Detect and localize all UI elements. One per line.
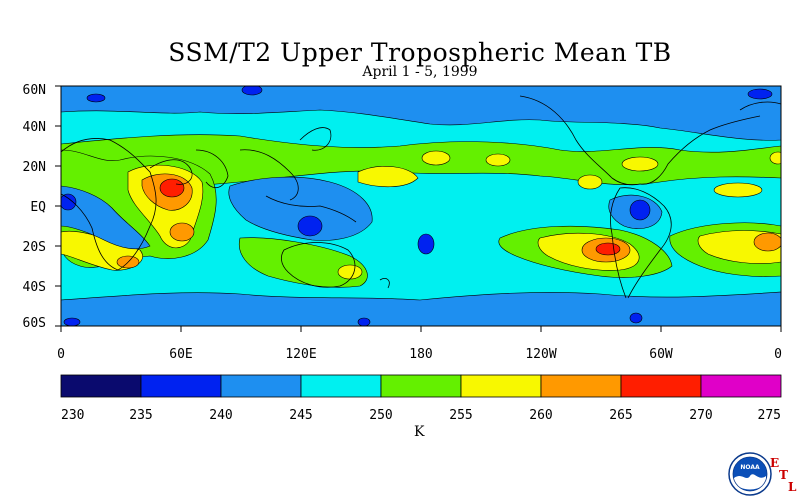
coast-africa [61,138,157,271]
lat-label-20n: 20N [23,160,46,175]
spot-blue-westafrica [61,193,77,211]
colorbar-swatch [620,374,702,398]
colorbar-swatch [380,374,462,398]
colorbar-tick-label: 270 [689,408,712,423]
etl-letter-l: L [788,480,797,494]
colorbar-swatch [140,374,222,398]
coastlines [61,95,781,299]
temperature-field [61,86,781,326]
coast-north-america-east [639,115,761,185]
spot-blue-s3 [63,317,81,326]
patch-yellow-n1 [357,166,419,188]
lon-label-120w: 120W [525,347,556,362]
colorbar-tick-label: 275 [758,408,781,423]
lat-label-20s: 20S [23,240,46,255]
map-subtitle: April 1 - 5, 1999 [362,64,478,80]
region-australia-green [238,237,368,288]
coast-india [195,149,229,189]
colorbar-tick-label: 240 [209,408,232,423]
etl-letter-e: E [770,456,780,470]
longitude-axis: 0 60E 120E 180 120W 60W 0 [57,326,782,362]
lat-label-40n: 40N [23,120,46,135]
colorbar-tick-label: 235 [129,408,152,423]
region-blue-westindian [61,185,151,250]
colorbar-tick-label: 250 [369,408,392,423]
coast-south-america-east [619,187,672,299]
lon-label-120e: 120E [285,347,316,362]
colorbar-swatch [700,374,782,398]
coast-arabia [149,159,193,185]
logo-bird-wave [734,474,766,490]
noaa-logo: NOAA [728,452,772,496]
colorbar-tick-label: 260 [529,408,552,423]
colorbar-swatch [60,374,142,398]
latitude-axis: 60N 40N 20N EQ 20S 40S 60S [23,83,61,331]
coast-indonesia [265,195,357,223]
spot-red-southamerica [595,242,621,256]
region-north-blue [61,86,781,141]
spot-red-africa [159,178,185,198]
spot-blue-amazon [629,199,651,221]
coast-south-america-west [610,187,627,299]
colorbar-swatch [220,374,302,398]
patch-yellow-n7 [769,151,781,165]
coast-europe [739,101,781,111]
map-title: SSM/T2 Upper Tropospheric Mean TB [168,38,672,67]
colorbar-units: K [414,424,425,440]
spot-blue-n1 [241,86,263,96]
logo-inner-ring [732,456,768,492]
colorbar-tick-label: 255 [449,408,472,423]
lat-label-60n: 60N [23,83,46,98]
region-south-blue [61,291,781,326]
spot-yellow-australia [337,264,363,280]
lon-label-60w: 60W [649,347,673,362]
colorbar-tick-label: 245 [289,408,312,423]
coast-east-asia [299,127,332,151]
coast-new-zealand [379,278,390,289]
lon-label-60e: 60E [169,347,192,362]
lat-label-40s: 40S [23,280,46,295]
colorbar-tick-label: 230 [61,408,84,423]
spot-orange-southatlantic [753,232,781,252]
spot-blue-s1 [357,317,371,326]
patch-yellow-n3 [485,153,511,167]
spot-blue-s2 [629,312,643,324]
lon-label-0-end: 0 [774,347,782,362]
patch-yellow-n4 [621,156,659,172]
lon-label-0: 0 [57,347,65,362]
patch-yellow-n2 [421,150,451,166]
colorbar-swatch [300,374,382,398]
coast-southeast-asia [239,149,299,201]
colorbar [60,374,782,398]
lat-label-eq: EQ [30,200,46,215]
spot-orange-africa-s [169,222,195,242]
spot-blue-pacific [417,233,435,255]
spot-blue-n2 [86,93,106,103]
lon-label-180: 180 [409,347,432,362]
logo-text: NOAA [740,464,760,471]
spot-blue-indonesia [297,215,323,237]
coast-australia [280,242,356,288]
etl-letter-t: T [779,468,788,482]
colorbar-labels: 230 235 240 245 250 255 260 265 270 275 [61,408,781,423]
coast-north-america-west [519,95,641,186]
patch-yellow-n6 [713,182,763,198]
lat-label-60s: 60S [23,316,46,331]
spot-blue-n3 [747,88,773,100]
patch-yellow-n5 [577,174,603,190]
colorbar-swatch [460,374,542,398]
region-blue-indonesia [228,176,373,241]
colorbar-tick-label: 265 [609,408,632,423]
colorbar-swatch [540,374,622,398]
